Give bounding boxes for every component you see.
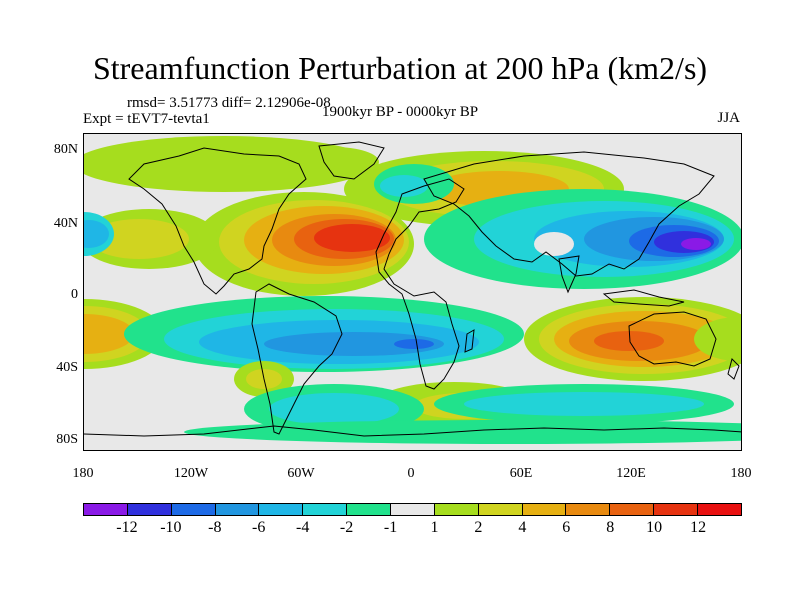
contour-fill-pos-high <box>594 331 664 351</box>
coastline-greenland <box>318 141 385 180</box>
contour-fill-neg-light <box>380 175 428 197</box>
contour-fill-neg-high <box>394 339 434 349</box>
coastline-australia <box>628 311 717 367</box>
colorbar-swatch <box>522 504 567 515</box>
y-tick-label: 40S <box>56 360 78 375</box>
coastline-asia <box>423 151 715 277</box>
y-tick-label: 80S <box>56 432 78 447</box>
colorbar-swatch <box>127 504 172 515</box>
colorbar-label: -10 <box>160 519 182 536</box>
colorbar-label: -2 <box>339 519 354 536</box>
colorbar-swatch <box>215 504 260 515</box>
colorbar-swatch <box>303 504 348 515</box>
colorbar-swatch <box>347 504 392 515</box>
coastline-north-america <box>128 147 307 295</box>
y-tick-label: 40N <box>53 216 78 231</box>
stats-label: rmsd= 3.51773 diff= 2.12906e-08 <box>127 95 331 111</box>
x-tick-label: 180 <box>72 466 94 481</box>
y-tick-label: 80N <box>53 142 78 157</box>
colorbar-label: 10 <box>646 519 663 536</box>
colorbar-swatch <box>391 504 435 515</box>
coastline-india <box>558 255 580 294</box>
contour-fill-neg-strong <box>264 332 444 356</box>
coastline-new-zealand <box>727 358 740 380</box>
contour-fill-pos-weak <box>289 147 379 177</box>
y-tick-label: 0 <box>71 287 78 302</box>
contour-fill-pos-max <box>314 224 390 252</box>
colorbar-label: 4 <box>518 519 527 536</box>
colorbar-swatch <box>610 504 655 515</box>
colorbar-label: 1 <box>430 519 439 536</box>
contour-fill-pos-mid <box>84 314 134 354</box>
map-panel <box>83 133 742 451</box>
coastline-madagascar <box>464 329 475 353</box>
map-svg <box>84 134 741 450</box>
x-tick-label: 0 <box>407 466 415 481</box>
contour-fill-neg-extreme <box>681 238 711 250</box>
contour-fill-neg-light <box>269 393 399 425</box>
colorbar-swatch <box>434 504 479 515</box>
coastline-indonesia <box>602 289 685 307</box>
contour-fill-neg-mid <box>84 220 109 248</box>
coastline-europe-africa <box>375 178 465 390</box>
season-label: JJA <box>717 110 740 126</box>
coastline-south-america <box>251 283 343 435</box>
contour-fill-neg-weak <box>184 420 741 444</box>
colorbar-swatch <box>478 504 523 515</box>
colorbar-swatch <box>566 504 611 515</box>
x-tick-label: 120E <box>616 466 646 481</box>
colorbar-label: 12 <box>690 519 707 536</box>
contour-fill-neg-light <box>464 392 704 416</box>
colorbar-label: 2 <box>474 519 483 536</box>
colorbar-label: 6 <box>562 519 571 536</box>
colorbar <box>83 503 742 516</box>
contour-fill-background <box>534 232 574 256</box>
colorbar-label: -1 <box>383 519 398 536</box>
experiment-label: Expt = tEVT7-tevta1 <box>83 111 210 127</box>
x-tick-label: 120W <box>173 466 209 481</box>
x-tick-label: 60E <box>509 466 533 481</box>
colorbar-swatch <box>171 504 216 515</box>
contour-fill-pos-weak <box>84 136 374 192</box>
colorbar-label: 8 <box>606 519 615 536</box>
x-tick-label: 180 <box>730 466 752 481</box>
colorbar-swatch <box>698 504 741 515</box>
contour-fill-pos-light <box>89 219 189 259</box>
colorbar-swatch <box>259 504 304 515</box>
period-label: 1900kyr BP - 0000kyr BP <box>322 104 479 120</box>
contour-fill-pos-weak <box>694 317 741 361</box>
colorbar-swatch <box>654 504 699 515</box>
x-tick-label: 60W <box>287 466 315 481</box>
colorbar-label: -12 <box>116 519 138 536</box>
colorbar-swatch <box>84 504 128 515</box>
colorbar-label: -4 <box>295 519 310 536</box>
colorbar-label: -6 <box>252 519 266 536</box>
coastline-antarctica <box>84 425 741 437</box>
colorbar-label: -8 <box>208 519 222 536</box>
chart-title: Streamfunction Perturbation at 200 hPa (… <box>92 50 708 86</box>
